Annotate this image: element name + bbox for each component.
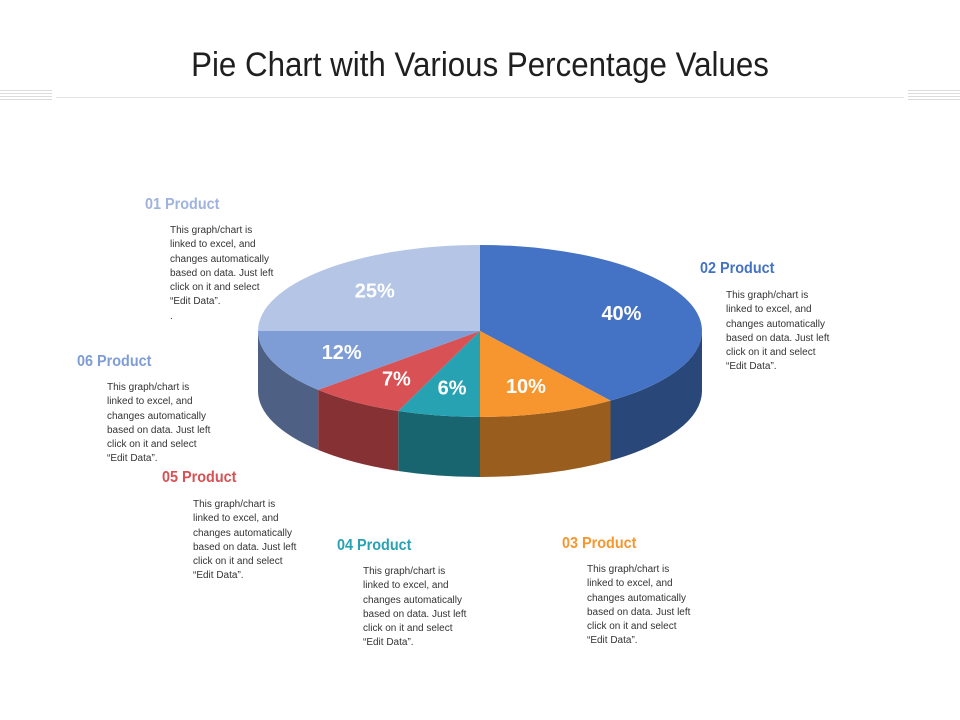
- legend-description: This graph/chart is linked to excel, and…: [107, 382, 211, 465]
- pie-slice-25%: [258, 245, 480, 331]
- legend-heading: 06 Product: [77, 353, 152, 370]
- slice-percent-label: 25%: [355, 280, 395, 302]
- pie-side-12%: [258, 331, 319, 450]
- legend-description: This graph/chart is linked to excel, and…: [363, 566, 467, 649]
- legend-heading: 05 Product: [162, 469, 237, 486]
- slice-percent-label: 7%: [382, 369, 411, 391]
- legend-label: 04 Product: [337, 537, 477, 555]
- slice-percent-label: 12%: [322, 342, 362, 364]
- legend-label: 03 Product: [562, 535, 702, 553]
- pie-side-6%: [398, 410, 480, 477]
- pie-slice-7%: [318, 331, 480, 411]
- slice-percent-label: 10%: [506, 376, 546, 398]
- legend-heading: 04 Product: [337, 537, 412, 554]
- legend-description: This graph/chart is linked to excel, and…: [726, 290, 830, 373]
- slice-percent-label: 6%: [438, 378, 467, 400]
- pie-side-7%: [318, 389, 399, 471]
- legend-label: 05 Product: [162, 469, 302, 487]
- pie-slice-12%: [258, 331, 480, 390]
- legend-label: 01 Product: [145, 196, 285, 214]
- pie-slice-40%: [480, 245, 702, 401]
- legend-heading: 01 Product: [145, 196, 220, 213]
- decorative-stripe-left: [0, 90, 52, 102]
- page-title: Pie Chart with Various Percentage Values: [191, 46, 769, 84]
- title-divider: [56, 97, 904, 98]
- legend-description: This graph/chart is linked to excel, and…: [587, 564, 691, 647]
- decorative-stripe-right: [908, 90, 960, 102]
- slice-percent-label: 40%: [601, 303, 641, 325]
- pie-slice-6%: [398, 331, 480, 417]
- legend-heading: 02 Product: [700, 260, 775, 277]
- legend-description: This graph/chart is linked to excel, and…: [170, 225, 274, 322]
- pie-slice-10%: [480, 331, 611, 417]
- pie-side-40%: [610, 331, 702, 461]
- legend-heading: 03 Product: [562, 535, 637, 552]
- pie-side-10%: [480, 400, 611, 477]
- legend-label: 02 Product: [700, 260, 840, 278]
- legend-description: This graph/chart is linked to excel, and…: [193, 499, 297, 582]
- legend-label: 06 Product: [77, 353, 217, 371]
